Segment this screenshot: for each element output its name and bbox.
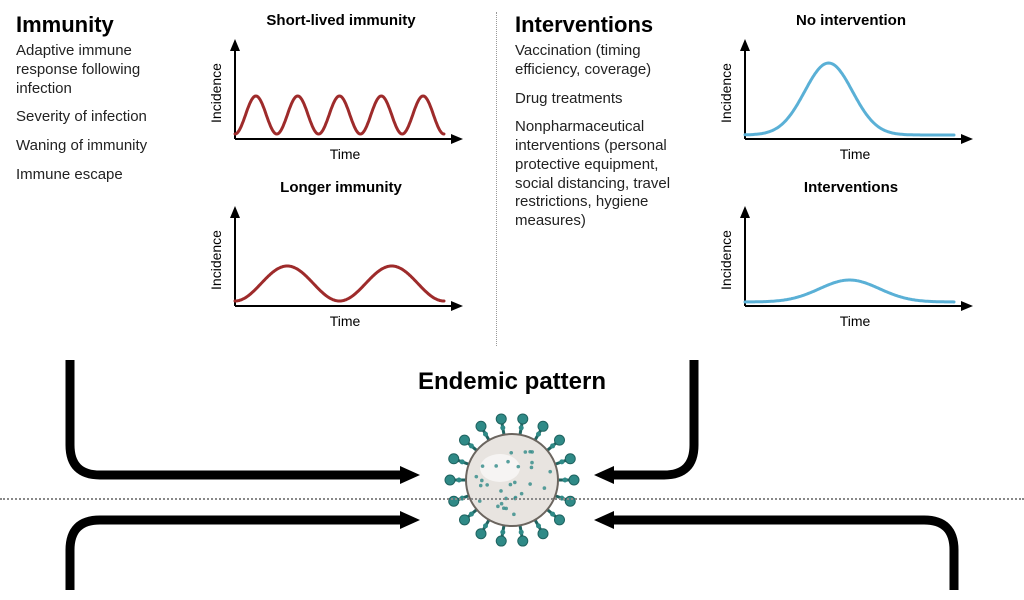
immunity-item: Waning of immunity [16, 137, 186, 156]
intervention-item: Nonpharmaceutical interventions (persona… [515, 118, 696, 231]
interventions-text-column: Interventions Vaccination (timing effici… [496, 12, 696, 346]
intervention-item: Vaccination (timing efficiency, coverage… [515, 42, 696, 80]
chart-short-svg: Incidence Time [201, 31, 481, 171]
interventions-title: Interventions [515, 12, 696, 38]
chart-noint-svg: Incidence Time [711, 31, 991, 171]
svg-text:Incidence: Incidence [718, 63, 734, 123]
svg-text:Incidence: Incidence [718, 230, 734, 290]
chart-title: Short-lived immunity [266, 12, 415, 29]
chart-title: Interventions [804, 179, 898, 196]
svg-text:Time: Time [330, 146, 361, 162]
chart-no-intervention: No intervention Incidence Time [696, 12, 1006, 171]
chart-interventions: Interventions Incidence Time [696, 179, 1006, 338]
immunity-charts-column: Short-lived immunity Incidence Time Longe… [186, 12, 496, 346]
immunity-item: Immune escape [16, 166, 186, 185]
virus-svg [432, 400, 592, 560]
chart-long-svg: Incidence Time [201, 198, 481, 338]
interventions-charts-column: No intervention Incidence Time Interventi… [696, 12, 1006, 346]
chart-short-immunity: Short-lived immunity Incidence Time [186, 12, 496, 171]
svg-text:Incidence: Incidence [208, 230, 224, 290]
dotted-divider [0, 498, 1024, 500]
immunity-item: Adaptive immune response following infec… [16, 42, 186, 98]
svg-text:Time: Time [840, 313, 871, 329]
chart-int-svg: Incidence Time [711, 198, 991, 338]
svg-text:Time: Time [330, 313, 361, 329]
virus-icon [432, 400, 592, 565]
immunity-item: Severity of infection [16, 108, 186, 127]
immunity-text-column: Immunity Adaptive immune response follow… [16, 12, 186, 346]
immunity-title: Immunity [16, 12, 186, 38]
svg-text:Time: Time [840, 146, 871, 162]
chart-title: Longer immunity [280, 179, 402, 196]
svg-text:Incidence: Incidence [208, 63, 224, 123]
chart-longer-immunity: Longer immunity Incidence Time [186, 179, 496, 338]
top-row: Immunity Adaptive immune response follow… [0, 0, 1024, 346]
chart-title: No intervention [796, 12, 906, 29]
endemic-pattern-label: Endemic pattern [418, 368, 606, 396]
intervention-item: Drug treatments [515, 90, 696, 109]
